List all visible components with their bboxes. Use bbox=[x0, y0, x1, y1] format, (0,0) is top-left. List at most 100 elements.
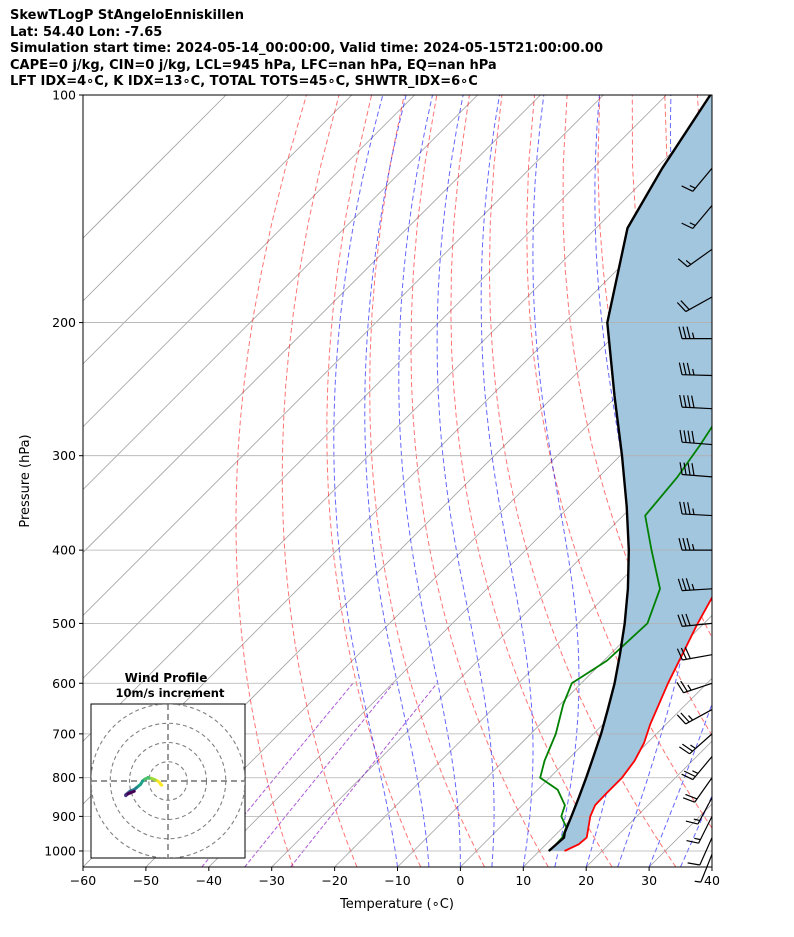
barb-shaft bbox=[682, 513, 713, 517]
wind-barb bbox=[686, 816, 713, 844]
isotherm-line bbox=[397, 551, 712, 867]
isotherm-line bbox=[83, 95, 415, 428]
wind-barb bbox=[677, 248, 713, 268]
inset-title: Wind Profile bbox=[125, 671, 208, 685]
barb-shaft bbox=[700, 854, 713, 883]
hodograph-ring bbox=[148, 761, 188, 801]
barb-flag bbox=[679, 394, 683, 408]
parcel-line bbox=[548, 95, 712, 852]
wind-barb bbox=[694, 854, 713, 883]
barb-half-flag bbox=[688, 715, 694, 721]
indices-line: LFT IDX=4∘C, K IDX=13∘C, TOTAL TOTS=45∘C… bbox=[10, 74, 478, 89]
moist-adiabat-line bbox=[398, 95, 461, 867]
isotherm-line bbox=[523, 677, 712, 867]
wind-barb bbox=[677, 578, 713, 592]
hodograph-area bbox=[91, 704, 245, 858]
barb-flag bbox=[679, 429, 683, 443]
barb-half-flag bbox=[693, 818, 700, 822]
barb-flag bbox=[680, 680, 688, 692]
wind-barb bbox=[681, 756, 713, 781]
barb-flag bbox=[687, 862, 700, 866]
isotherm-line bbox=[83, 111, 712, 742]
isotherm-line bbox=[83, 95, 478, 491]
wind-barb bbox=[679, 394, 713, 410]
dry-adiabat-line bbox=[488, 95, 677, 867]
x-tick-label: −40 bbox=[196, 873, 222, 888]
x-tick-label: −60 bbox=[70, 873, 96, 888]
barb-flag bbox=[684, 647, 691, 659]
barb-flag bbox=[677, 614, 683, 627]
barb-flag bbox=[683, 462, 687, 475]
dry-adiabat-line bbox=[526, 95, 712, 829]
barb-shaft bbox=[685, 296, 713, 313]
isotherm-line bbox=[83, 95, 604, 616]
barb-flag bbox=[679, 746, 690, 755]
barb-flag bbox=[682, 743, 693, 752]
wind-barb bbox=[676, 296, 713, 313]
barb-flag bbox=[681, 578, 687, 591]
x-tick-label: 30 bbox=[641, 873, 657, 888]
moist-adiabat-line bbox=[436, 95, 495, 867]
dewpoint-line bbox=[539, 425, 712, 852]
y-tick-label: 100 bbox=[52, 88, 76, 103]
y-tick-label: 600 bbox=[52, 676, 76, 691]
cape-fill-layer bbox=[548, 95, 712, 851]
barb-half-flag bbox=[692, 508, 695, 515]
barb-flag bbox=[683, 430, 687, 443]
barb-half-flag bbox=[690, 744, 696, 749]
barb-flag bbox=[691, 463, 695, 476]
barb-flag bbox=[681, 614, 687, 627]
y-tick-label: 700 bbox=[52, 726, 76, 741]
barb-flag bbox=[682, 326, 687, 339]
dry-adiabat-line bbox=[450, 95, 613, 867]
barb-half-flag bbox=[687, 684, 692, 691]
barb-shaft bbox=[699, 837, 713, 866]
barb-flag bbox=[687, 502, 691, 515]
barb-shaft bbox=[682, 441, 713, 446]
y-axis-label: Pressure (hPa) bbox=[18, 434, 33, 527]
y-tick-label: 200 bbox=[52, 315, 76, 330]
barb-flag bbox=[687, 430, 691, 443]
mixing-ratio-line bbox=[244, 682, 394, 867]
isotherm-line bbox=[83, 95, 541, 554]
x-tick-label: 0 bbox=[456, 873, 464, 888]
isotherm-line bbox=[460, 614, 712, 867]
barb-flag bbox=[682, 538, 687, 551]
barb-shaft bbox=[689, 733, 713, 755]
wind-barb bbox=[687, 837, 713, 866]
barb-shaft bbox=[682, 588, 713, 592]
wind-barb bbox=[679, 462, 713, 478]
barb-flag bbox=[686, 839, 699, 844]
wind-barb bbox=[681, 167, 713, 192]
barb-half-flag bbox=[692, 368, 695, 376]
wind-barb bbox=[679, 429, 713, 446]
wind-barb bbox=[676, 709, 713, 725]
barb-half-flag bbox=[691, 583, 695, 591]
x-tick-label: 20 bbox=[578, 873, 594, 888]
barb-flag bbox=[680, 647, 687, 660]
barb-flag bbox=[682, 797, 695, 803]
cin-fill-area bbox=[548, 95, 712, 851]
mixing-ratio-line bbox=[290, 682, 438, 867]
barb-shaft bbox=[692, 167, 713, 192]
barb-flag bbox=[680, 300, 690, 311]
barb-shaft bbox=[681, 374, 713, 377]
location-line: Lat: 54.40 Lon: -7.65 bbox=[10, 24, 163, 40]
barb-flag bbox=[685, 578, 691, 591]
barb-flag bbox=[683, 770, 696, 778]
y-tick-label: 1000 bbox=[44, 843, 76, 858]
time-line: Simulation start time: 2024-05-14_00:00:… bbox=[10, 41, 603, 56]
barb-half-flag bbox=[691, 544, 695, 551]
barb-half-flag bbox=[694, 837, 701, 841]
y-tick-label: 500 bbox=[52, 616, 76, 631]
barb-flag bbox=[678, 326, 683, 339]
barb-flag bbox=[691, 395, 695, 408]
wind-barb bbox=[679, 501, 713, 517]
barb-flag bbox=[683, 395, 687, 408]
barb-flag bbox=[685, 793, 698, 800]
barb-flag bbox=[686, 326, 691, 339]
y-tick-label: 800 bbox=[52, 770, 76, 785]
barb-half-flag bbox=[694, 880, 701, 883]
barb-flag bbox=[685, 820, 699, 825]
